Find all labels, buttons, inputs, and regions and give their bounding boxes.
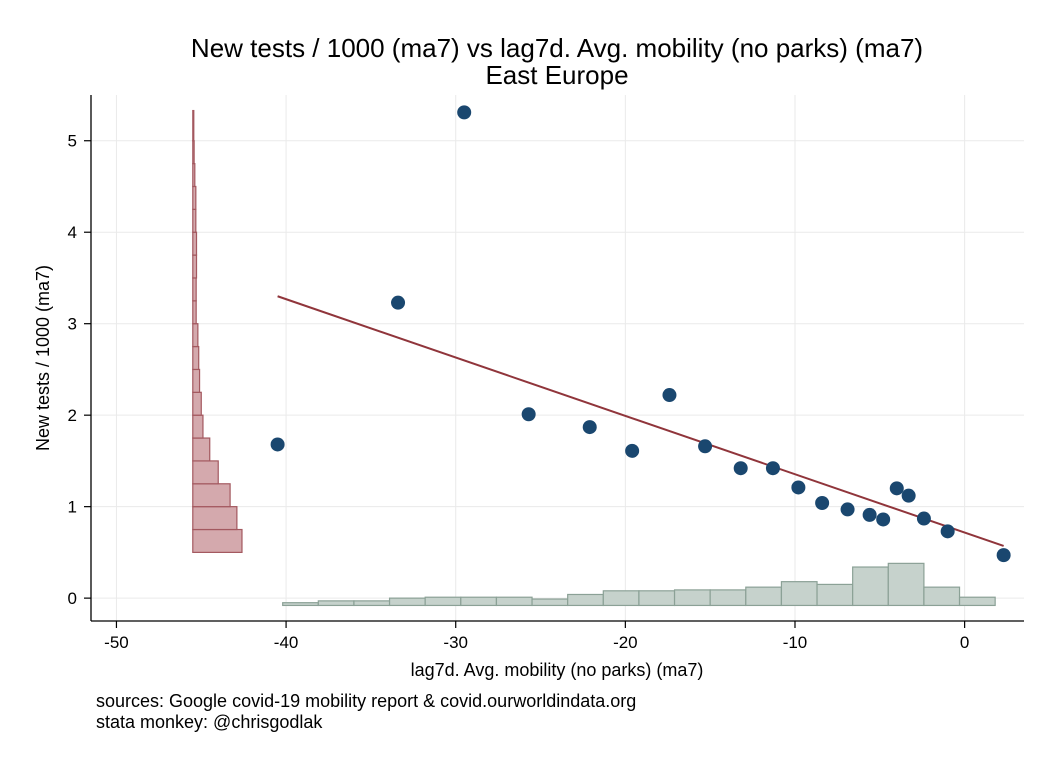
- data-point: [521, 407, 536, 422]
- x-hist-bar: [638, 590, 676, 607]
- data-point: [582, 420, 597, 435]
- y-hist-bar: [192, 163, 196, 188]
- y-hist-bar: [192, 185, 197, 210]
- data-point: [698, 439, 713, 454]
- y-hist-bar: [192, 140, 195, 165]
- x-hist-bar: [745, 586, 783, 607]
- y-hist-bar: [192, 300, 197, 325]
- x-hist-bar: [852, 566, 889, 607]
- data-point: [840, 502, 855, 517]
- data-point: [901, 488, 916, 503]
- y-hist-bar: [192, 528, 243, 553]
- chart-subtitle: East Europe: [485, 60, 628, 90]
- y-axis-ticks: 0 1 2 3 4 5: [68, 132, 91, 608]
- x-tick-label: -50: [104, 633, 129, 652]
- data-point: [733, 461, 748, 476]
- y-hist-bar: [192, 368, 201, 393]
- y-tick-label: 1: [68, 498, 77, 517]
- y-tick-label: 2: [68, 406, 77, 425]
- data-point: [625, 443, 640, 458]
- x-hist-bar: [567, 593, 604, 607]
- y-axis-label: New tests / 1000 (ma7): [33, 265, 53, 451]
- y-hist-bar: [192, 277, 197, 302]
- x-hist-bar: [353, 600, 391, 607]
- y-hist-bar: [192, 414, 204, 439]
- data-point: [916, 511, 931, 526]
- chart-title: New tests / 1000 (ma7) vs lag7d. Avg. mo…: [191, 33, 923, 63]
- y-hist-bar: [192, 391, 202, 416]
- x-hist-bar: [282, 602, 319, 607]
- x-tick-label: -20: [613, 633, 638, 652]
- x-tick-label: -30: [443, 633, 468, 652]
- data-point: [765, 461, 780, 476]
- x-hist-bar: [495, 596, 533, 607]
- x-hist-bar: [424, 596, 462, 607]
- x-tick-label: 0: [960, 633, 969, 652]
- source-note: sources: Google covid-19 mobility report…: [96, 691, 637, 711]
- y-hist-bar: [192, 254, 198, 279]
- x-tick-label: -10: [783, 633, 808, 652]
- x-hist-bar: [317, 600, 355, 607]
- x-hist-bar: [923, 586, 961, 607]
- x-hist-bar: [602, 590, 640, 607]
- x-tick-label: -40: [274, 633, 299, 652]
- x-hist-bar: [780, 581, 818, 607]
- x-hist-bar: [673, 589, 711, 607]
- data-point: [940, 524, 955, 539]
- y-tick-label: 3: [68, 315, 77, 334]
- data-point: [996, 548, 1011, 563]
- x-hist-bar: [958, 596, 996, 607]
- y-hist-bar: [192, 208, 197, 233]
- fit-line: [277, 295, 1004, 547]
- author-note: stata monkey: @chrisgodlak: [96, 712, 323, 732]
- fit-line-group: [277, 295, 1004, 547]
- x-hist-bar: [816, 583, 854, 607]
- y-tick-label: 5: [68, 132, 77, 151]
- y-tick-label: 4: [68, 223, 77, 242]
- y-hist-bar: [192, 231, 198, 256]
- data-point: [791, 480, 806, 495]
- data-point: [457, 105, 472, 120]
- data-point: [862, 507, 877, 522]
- x-hist-bar: [887, 562, 925, 607]
- y-tick-label: 0: [68, 589, 77, 608]
- data-point: [889, 481, 904, 496]
- scatter-points: [270, 105, 1011, 563]
- y-hist-bar: [192, 483, 231, 508]
- x-hist-bar: [388, 597, 426, 607]
- x-hist-bar: [531, 598, 569, 607]
- data-point: [270, 437, 285, 452]
- y-marginal-histogram: [192, 109, 243, 553]
- y-hist-bar: [192, 437, 211, 462]
- x-marginal-histogram: [282, 562, 996, 607]
- x-hist-bar: [460, 596, 498, 607]
- data-point: [662, 388, 677, 403]
- y-hist-bar: [192, 345, 200, 371]
- y-hist-bar: [192, 506, 238, 531]
- x-axis-label: lag7d. Avg. mobility (no parks) (ma7): [411, 660, 704, 680]
- data-point: [815, 495, 830, 510]
- y-hist-bar: [192, 460, 219, 485]
- data-point: [391, 295, 406, 310]
- y-hist-bar: [192, 109, 195, 142]
- y-hist-bar: [192, 323, 199, 348]
- x-axis-ticks: -50 -40 -30 -20 -10 0: [104, 621, 969, 652]
- data-point: [876, 512, 891, 527]
- x-hist-bar: [709, 589, 747, 607]
- grid-lines: [91, 95, 1024, 621]
